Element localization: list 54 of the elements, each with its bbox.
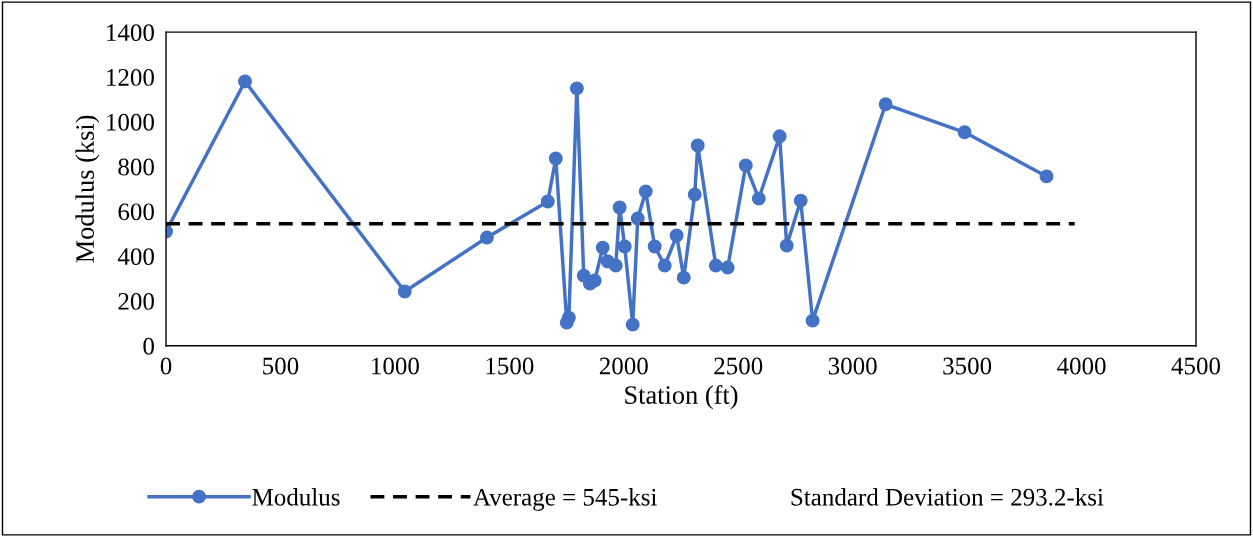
- point: [878, 97, 893, 112]
- point: [957, 125, 972, 140]
- point: [669, 228, 684, 243]
- point: [625, 317, 640, 332]
- point: [690, 138, 705, 153]
- point: [657, 258, 672, 273]
- point: [708, 258, 723, 273]
- x-tick-label: 0: [160, 357, 172, 375]
- x-tick-label: 3000: [828, 357, 877, 375]
- point: [720, 260, 735, 275]
- x-tick-label: 3500: [943, 357, 992, 375]
- legend-label: Average = 545-ksi: [473, 488, 657, 511]
- point: [617, 239, 632, 254]
- x-tick-label: 1500: [486, 357, 534, 375]
- point: [1039, 169, 1054, 184]
- x-tick-label: 2000: [599, 357, 648, 375]
- text: Standard Deviation = 293.2-ksi: [791, 488, 1104, 506]
- x-tick-label: 4000: [1057, 357, 1106, 375]
- point: [548, 151, 563, 166]
- point: [751, 191, 766, 206]
- point: [687, 187, 702, 202]
- x-tick-label: 1000: [372, 357, 419, 375]
- point: [779, 238, 794, 253]
- y-tick-label: 600: [118, 203, 154, 221]
- point: [561, 310, 576, 325]
- point: [397, 284, 412, 299]
- x-tick-label: 4500: [1171, 357, 1221, 375]
- y-tick-label: 200: [118, 292, 154, 310]
- y-tick-label: 1400: [107, 24, 154, 42]
- y-tick-label: 1200: [107, 69, 154, 86]
- point: [647, 239, 662, 254]
- y-axis-title: Modulus (ksi): [75, 115, 100, 263]
- x-tick-label: 2500: [714, 357, 763, 375]
- point: [793, 193, 808, 208]
- x-tick-label: 500: [263, 357, 299, 375]
- y-tick-label: 1000: [107, 113, 154, 131]
- point: [612, 200, 627, 215]
- point: [638, 184, 653, 199]
- point: [569, 81, 584, 96]
- x-axis-title: Station (ft): [625, 385, 738, 410]
- y-tick-label: 800: [118, 158, 154, 176]
- legend-label: Modulus: [252, 488, 340, 506]
- point: [676, 270, 691, 285]
- point: [805, 313, 820, 328]
- y-tick-label: 0: [143, 337, 154, 355]
- point: [738, 158, 753, 173]
- point: [630, 211, 645, 226]
- y-tick-label: 400: [117, 248, 154, 266]
- point: [479, 230, 494, 245]
- point: [540, 194, 555, 209]
- point: [238, 74, 252, 89]
- point: [608, 258, 623, 273]
- point: [772, 129, 787, 144]
- point: [595, 240, 610, 255]
